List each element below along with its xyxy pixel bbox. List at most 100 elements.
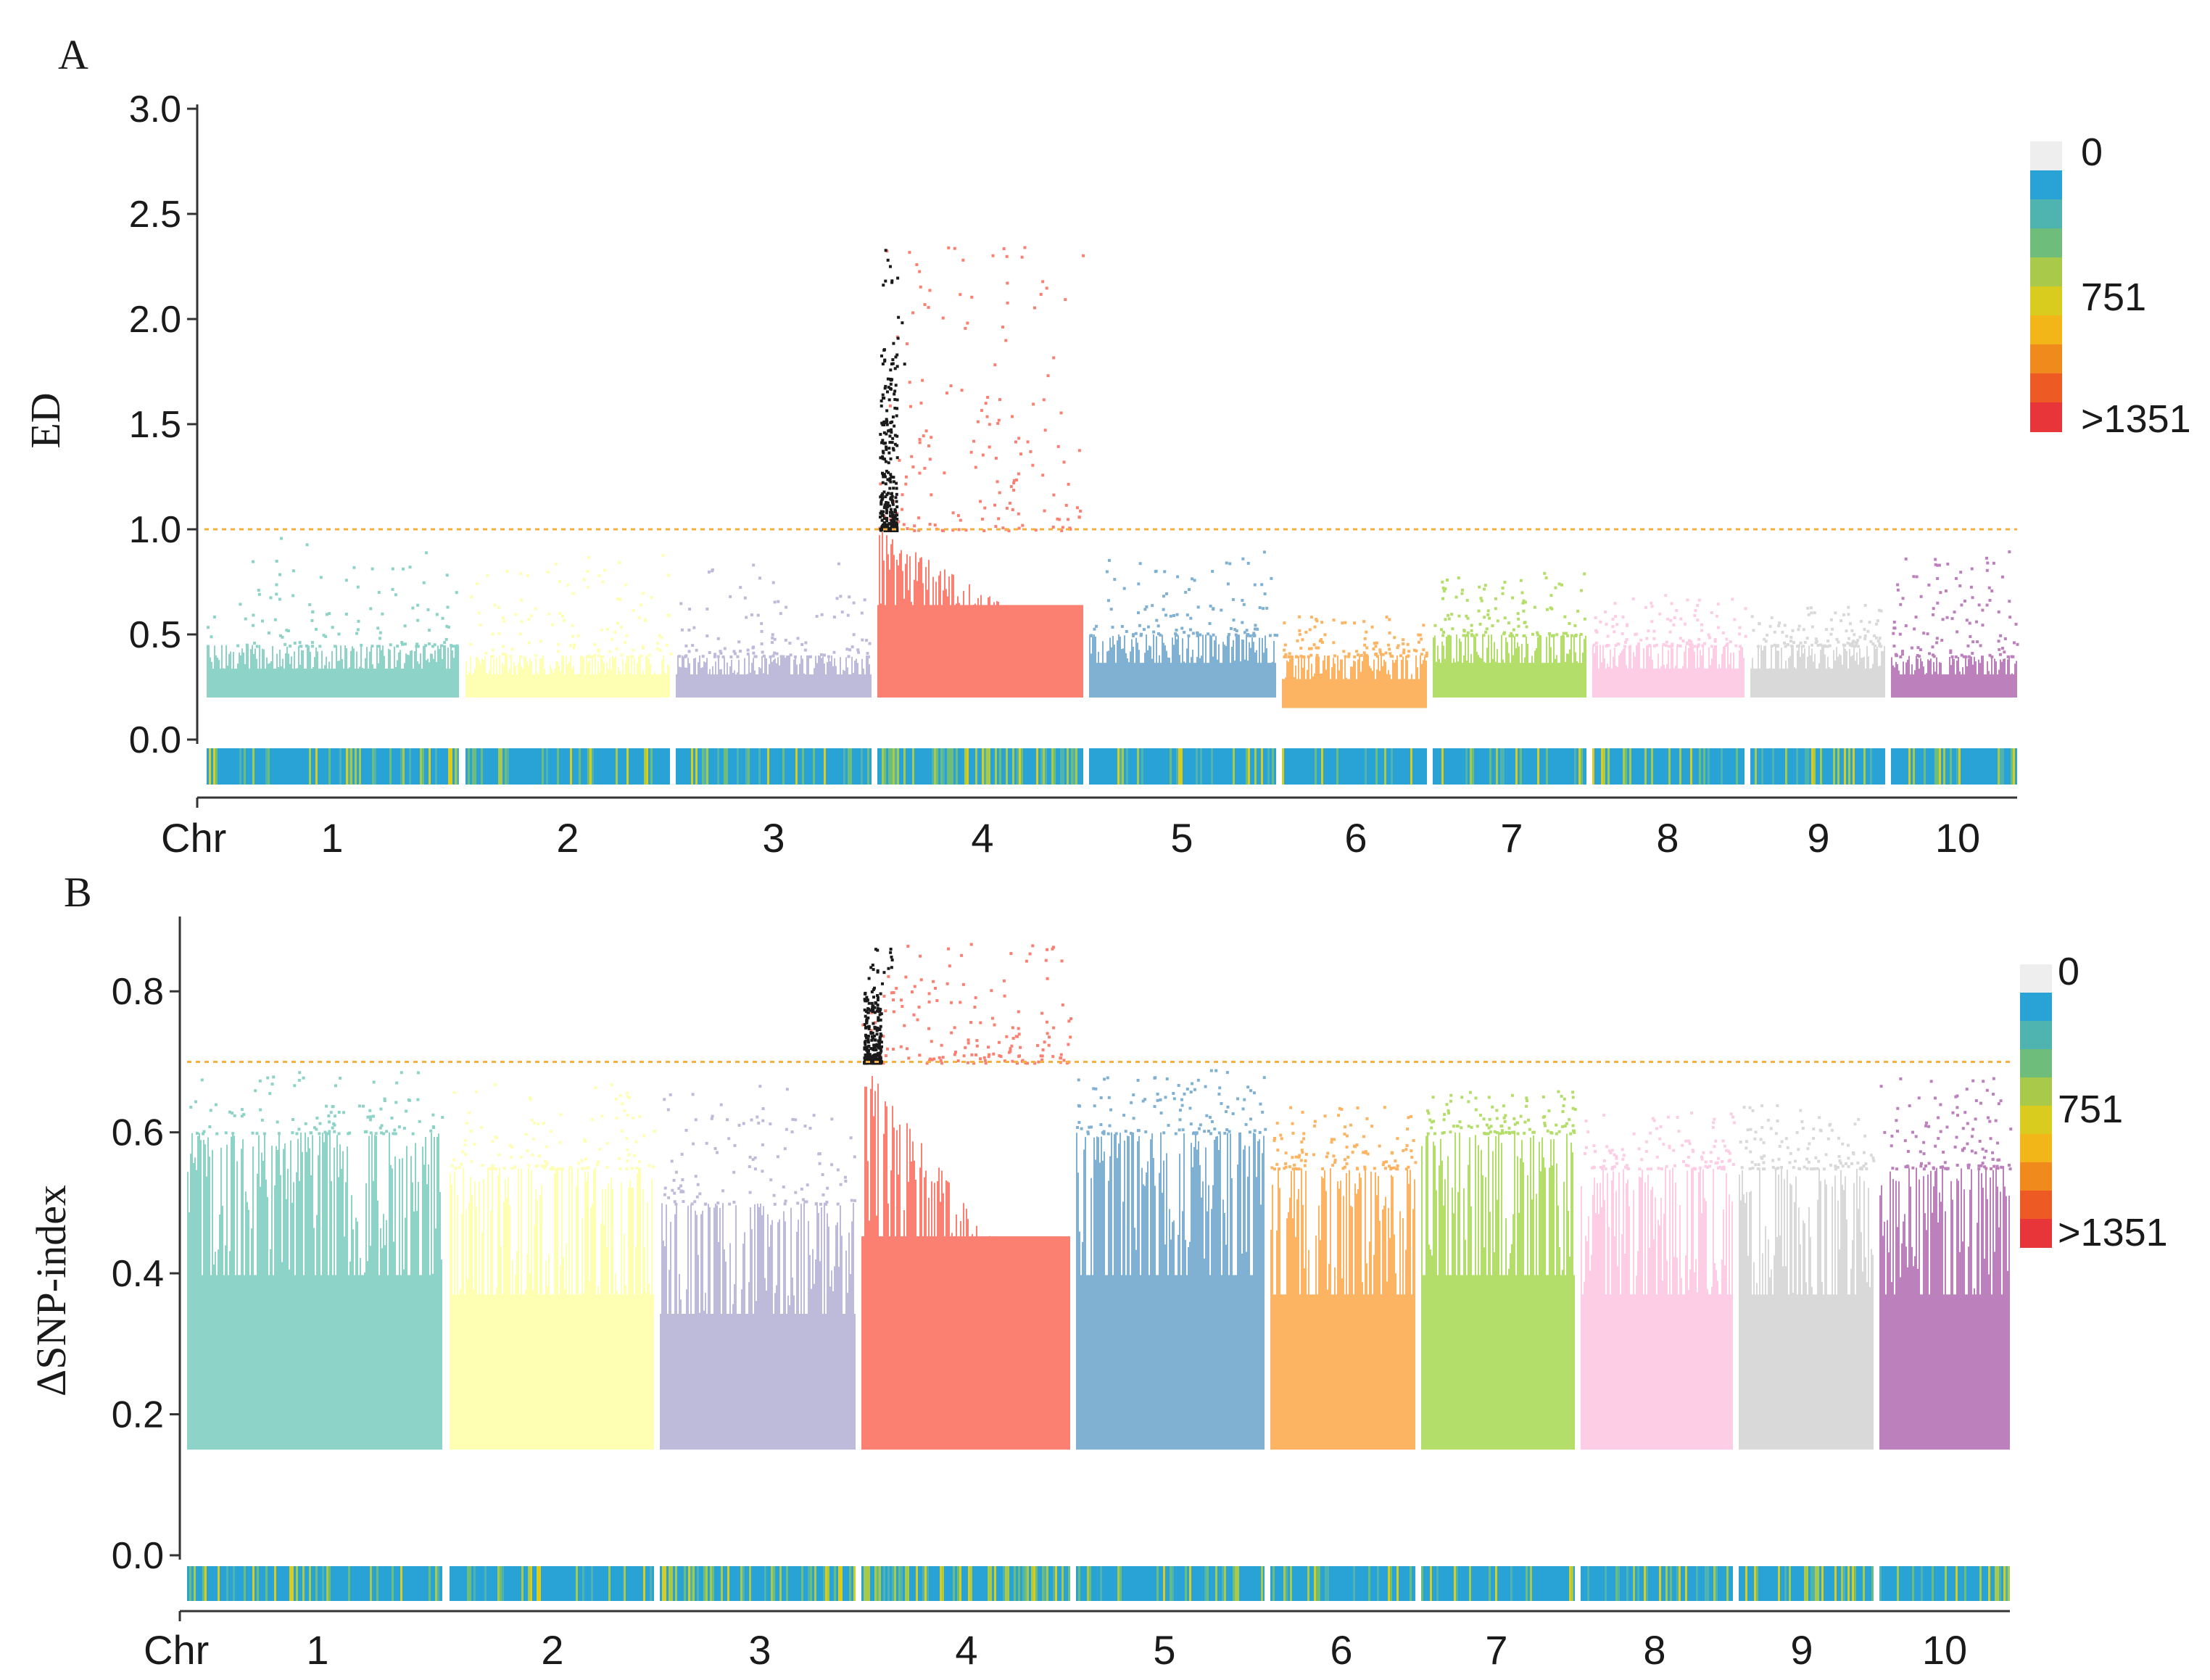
outlier-point — [998, 1054, 1001, 1057]
outlier-point — [1652, 629, 1656, 633]
chr-7-points — [1421, 1090, 1577, 1450]
outlier-point — [422, 581, 426, 584]
outlier-point — [1523, 634, 1526, 637]
point-column — [738, 1380, 740, 1450]
point-column — [1353, 661, 1354, 708]
point-column — [1733, 652, 1734, 698]
point-column — [1369, 666, 1370, 708]
point-column — [940, 571, 941, 698]
point-column — [1692, 646, 1694, 698]
outlier-point — [1513, 1122, 1517, 1126]
point-column — [1156, 1379, 1157, 1450]
significant-point — [888, 441, 892, 444]
density-cell — [1248, 748, 1250, 785]
point-column — [410, 650, 411, 698]
point-column — [747, 674, 748, 698]
point-column — [1979, 663, 1981, 698]
point-column — [986, 626, 988, 698]
point-column — [1424, 1296, 1425, 1450]
point-column — [1015, 1278, 1017, 1450]
point-column — [400, 650, 401, 698]
outlier-point — [975, 1039, 979, 1043]
significant-point — [883, 386, 887, 390]
point-column — [1202, 634, 1204, 698]
outlier-point — [1665, 640, 1668, 644]
point-column — [696, 1215, 698, 1450]
outlier-point — [948, 964, 951, 968]
outlier-point — [328, 1132, 331, 1135]
outlier-point — [1821, 645, 1824, 648]
point-column — [1737, 672, 1739, 698]
outlier-point — [1466, 631, 1470, 634]
outlier-point — [1658, 612, 1662, 616]
point-column — [519, 1344, 521, 1450]
outlier-point — [1309, 616, 1313, 619]
outlier-point — [1372, 647, 1375, 650]
significant-point — [869, 966, 873, 969]
outlier-point — [1017, 1055, 1021, 1059]
point-column — [415, 1143, 416, 1450]
outlier-point — [566, 583, 570, 587]
outlier-point — [1533, 605, 1536, 609]
outlier-point — [1041, 280, 1045, 284]
outlier-point — [310, 1131, 313, 1135]
point-column — [690, 1204, 692, 1450]
outlier-point — [902, 523, 906, 526]
point-column — [207, 1137, 209, 1450]
point-column — [795, 1317, 796, 1450]
outlier-point — [1869, 640, 1873, 643]
outlier-point — [1953, 611, 1956, 614]
outlier-point — [1105, 570, 1109, 574]
point-column — [1101, 679, 1102, 698]
point-column — [403, 1269, 405, 1450]
outlier-point — [953, 247, 956, 250]
point-column — [306, 1151, 307, 1450]
outlier-point — [711, 1114, 714, 1118]
density-cell — [422, 748, 424, 785]
outlier-point — [368, 1115, 372, 1119]
point-column — [1497, 649, 1498, 698]
point-column — [1236, 634, 1237, 698]
point-column — [930, 641, 931, 698]
point-column — [1331, 1304, 1333, 1450]
outlier-point — [691, 644, 695, 647]
point-column — [631, 658, 632, 698]
significant-point — [863, 1022, 866, 1026]
outlier-point — [1778, 621, 1781, 625]
point-column — [1144, 653, 1146, 698]
point-column — [241, 1149, 242, 1450]
significant-point — [893, 515, 896, 518]
point-column — [779, 1219, 780, 1450]
point-column — [867, 655, 869, 698]
point-column — [1839, 653, 1840, 698]
point-column — [394, 646, 395, 698]
point-column — [473, 1289, 474, 1450]
outlier-point — [1315, 653, 1319, 657]
significant-point — [895, 353, 899, 357]
point-column — [1608, 666, 1610, 698]
point-column — [1495, 661, 1497, 698]
point-column — [1344, 1346, 1346, 1450]
point-column — [596, 679, 597, 698]
outlier-point — [1483, 616, 1486, 619]
point-column — [1785, 661, 1787, 698]
outlier-point — [732, 1170, 736, 1174]
point-column — [296, 1172, 297, 1450]
outlier-point — [416, 618, 420, 622]
point-column — [1392, 660, 1394, 708]
outlier-point — [1734, 644, 1738, 647]
outlier-point — [1470, 634, 1473, 637]
point-column — [516, 682, 518, 698]
point-column — [1981, 655, 1982, 698]
outlier-point — [1544, 1124, 1547, 1127]
outlier-point — [501, 653, 505, 656]
outlier-point — [1307, 655, 1310, 658]
significant-point — [879, 433, 882, 436]
point-column — [476, 1207, 477, 1450]
outlier-point — [1304, 630, 1308, 634]
point-column — [1211, 1209, 1212, 1450]
point-column — [518, 1168, 519, 1450]
outlier-point — [1245, 629, 1249, 632]
density-cell — [1045, 748, 1047, 785]
significant-point — [893, 397, 897, 401]
